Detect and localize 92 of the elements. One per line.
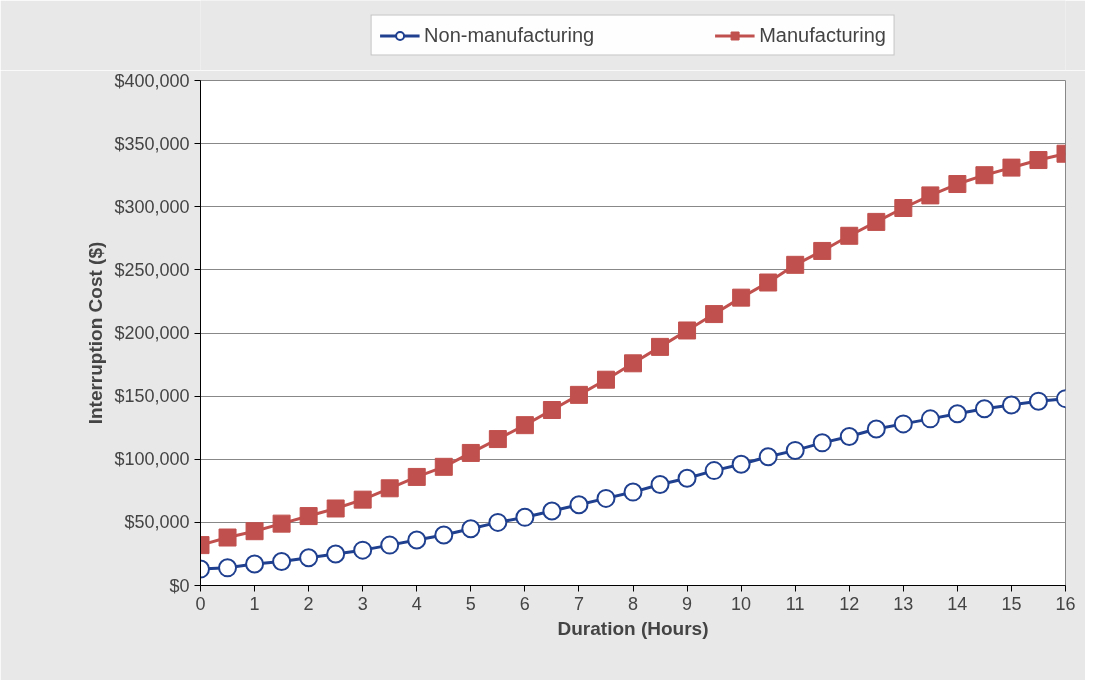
point <box>731 454 751 474</box>
x-tick-label: 3 <box>357 593 368 614</box>
y-tick-label: $150,000 <box>114 386 190 407</box>
point <box>677 468 697 488</box>
point <box>353 540 373 560</box>
point <box>1001 395 1021 415</box>
legend-label: Manufacturing <box>759 23 886 47</box>
point <box>623 482 643 502</box>
point <box>542 501 562 521</box>
point <box>488 512 508 532</box>
point <box>299 507 318 526</box>
x-tick-label: 15 <box>1001 593 1022 614</box>
point <box>353 490 372 509</box>
point <box>299 548 319 568</box>
x-tick-label: 11 <box>785 593 805 614</box>
y-tick-label: $0 <box>169 575 190 596</box>
point <box>812 433 832 453</box>
point <box>867 212 886 231</box>
point <box>920 409 940 429</box>
x-tick-label: 9 <box>682 593 693 614</box>
point <box>947 404 967 424</box>
legend-label: Non-manufacturing <box>424 23 595 47</box>
point <box>596 488 616 508</box>
x-tick-label: 13 <box>893 593 914 614</box>
y-tick-label: $350,000 <box>114 133 190 154</box>
point <box>272 514 291 533</box>
point <box>569 385 588 404</box>
y-tick-label: $50,000 <box>124 512 190 533</box>
x-tick-label: 10 <box>731 593 752 614</box>
point <box>785 440 805 460</box>
point <box>488 430 507 449</box>
point <box>245 554 265 574</box>
point <box>839 427 859 447</box>
point <box>218 558 238 578</box>
x-tick-label: 5 <box>465 593 476 614</box>
point <box>651 337 670 356</box>
y-axis-title: Interruption Cost ($) <box>85 241 107 425</box>
point <box>759 273 778 292</box>
point <box>380 535 400 555</box>
point <box>704 461 724 481</box>
x-tick-label: 2 <box>303 593 314 614</box>
point <box>840 226 859 245</box>
y-tick-label: $100,000 <box>114 449 190 470</box>
x-tick-label: 16 <box>1055 593 1076 614</box>
point <box>407 530 427 550</box>
point <box>974 399 994 419</box>
point <box>434 457 453 476</box>
x-tick-label: 1 <box>249 593 260 614</box>
point <box>650 475 670 494</box>
point <box>461 443 480 462</box>
y-tick-label: $300,000 <box>114 196 190 217</box>
point <box>921 186 940 205</box>
point <box>1029 151 1048 170</box>
point <box>434 525 454 545</box>
point <box>866 419 886 439</box>
y-tick-label: $400,000 <box>114 70 190 91</box>
x-tick-label: 4 <box>411 593 422 614</box>
point <box>326 544 346 564</box>
x-tick-label: 6 <box>519 593 530 614</box>
point <box>624 354 642 373</box>
point <box>678 321 697 340</box>
point <box>596 370 615 389</box>
point <box>542 401 561 420</box>
x-tick-label: 0 <box>195 593 206 614</box>
point <box>786 255 805 274</box>
point <box>569 495 589 515</box>
x-axis-title: Duration (Hours) <box>557 617 709 639</box>
point <box>218 528 237 547</box>
point <box>515 507 535 527</box>
x-tick-label: 7 <box>573 593 584 614</box>
y-tick-label: $250,000 <box>114 259 190 280</box>
point <box>272 552 292 571</box>
point <box>948 175 967 194</box>
point <box>515 416 534 435</box>
point <box>705 305 724 324</box>
x-tick-label: 12 <box>839 593 860 614</box>
point <box>813 241 832 260</box>
point <box>245 522 264 541</box>
point <box>732 288 751 307</box>
point <box>758 447 778 467</box>
point <box>975 166 994 185</box>
point <box>893 414 913 434</box>
point <box>1028 391 1048 411</box>
x-tick-label: 8 <box>627 593 639 614</box>
point <box>380 479 399 498</box>
point <box>461 519 481 539</box>
point <box>407 467 426 486</box>
point <box>894 199 913 218</box>
x-tick-label: 14 <box>947 593 968 614</box>
point <box>326 499 345 518</box>
point <box>1002 158 1021 177</box>
y-tick-label: $200,000 <box>114 323 190 343</box>
